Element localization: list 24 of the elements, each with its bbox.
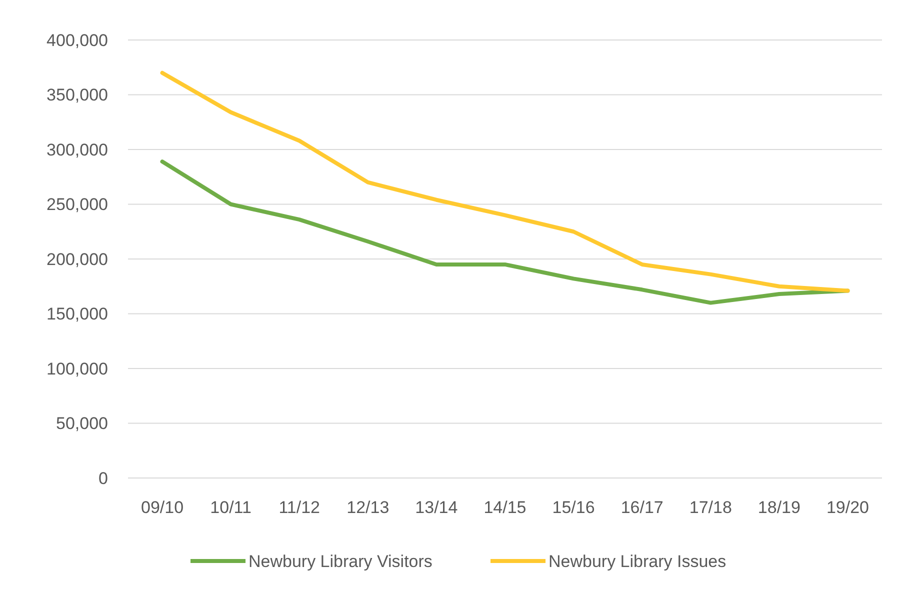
x-tick-label: 14/15: [484, 498, 526, 517]
y-tick-label: 100,000: [46, 359, 108, 378]
x-tick-label: 18/19: [758, 498, 800, 517]
x-tick-label: 19/20: [826, 498, 869, 517]
y-tick-label: 250,000: [46, 195, 108, 214]
y-tick-label: 150,000: [46, 304, 108, 324]
y-tick-label: 300,000: [46, 140, 108, 160]
y-tick-label: 0: [98, 468, 108, 488]
y-tick-label: 50,000: [56, 414, 108, 434]
legend-label: Newbury Library Issues: [548, 552, 726, 571]
x-tick-label: 10/11: [210, 498, 252, 517]
x-tick-label: 17/18: [689, 498, 732, 517]
x-tick-label: 16/17: [620, 498, 664, 517]
y-tick-label: 200,000: [46, 250, 108, 269]
line-series: [160, 70, 850, 293]
y-tick-label: 350,000: [46, 86, 108, 105]
x-tick-label: 11/12: [278, 498, 320, 517]
x-tick-label: 13/14: [415, 498, 458, 517]
x-tick-label: 15/16: [552, 498, 595, 517]
y-tick-label: 400,000: [46, 30, 108, 50]
legend-label: Newbury Library Visitors: [248, 552, 432, 571]
x-tick-label: 09/10: [141, 498, 184, 517]
line-series: [160, 160, 850, 305]
x-tick-label: 12/13: [346, 498, 390, 517]
